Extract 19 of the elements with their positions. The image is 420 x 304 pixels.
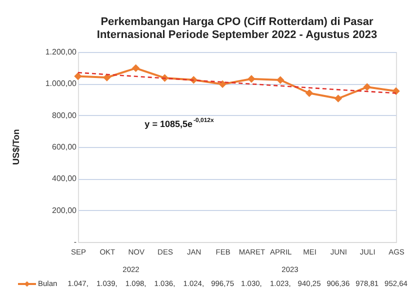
point bbox=[276, 76, 284, 84]
point bbox=[132, 64, 140, 72]
point bbox=[392, 87, 400, 96]
y-tick-label: 1.200,00 bbox=[45, 48, 78, 56]
y-tick-label: - bbox=[74, 238, 77, 246]
point bbox=[363, 83, 371, 91]
y-tick-label: 1.000,00 bbox=[45, 79, 78, 88]
y-tick-label: 400,00 bbox=[52, 174, 78, 184]
point bbox=[334, 94, 342, 102]
point bbox=[218, 80, 226, 88]
y-tick-label: 200,00 bbox=[52, 206, 78, 215]
y-tick-label: 600,00 bbox=[52, 142, 78, 152]
y-axis-title: US$/Ton bbox=[11, 129, 21, 165]
point bbox=[74, 72, 82, 80]
point bbox=[305, 89, 314, 97]
text: Internasional Periode September 2022 - Agustus 2023 bbox=[96, 29, 378, 41]
point bbox=[248, 75, 256, 83]
y-tick-label: 800,00 bbox=[52, 110, 78, 120]
text: Perkembangan Harga CPO (Ciff Rotterdam) di Pasar bbox=[100, 16, 374, 28]
